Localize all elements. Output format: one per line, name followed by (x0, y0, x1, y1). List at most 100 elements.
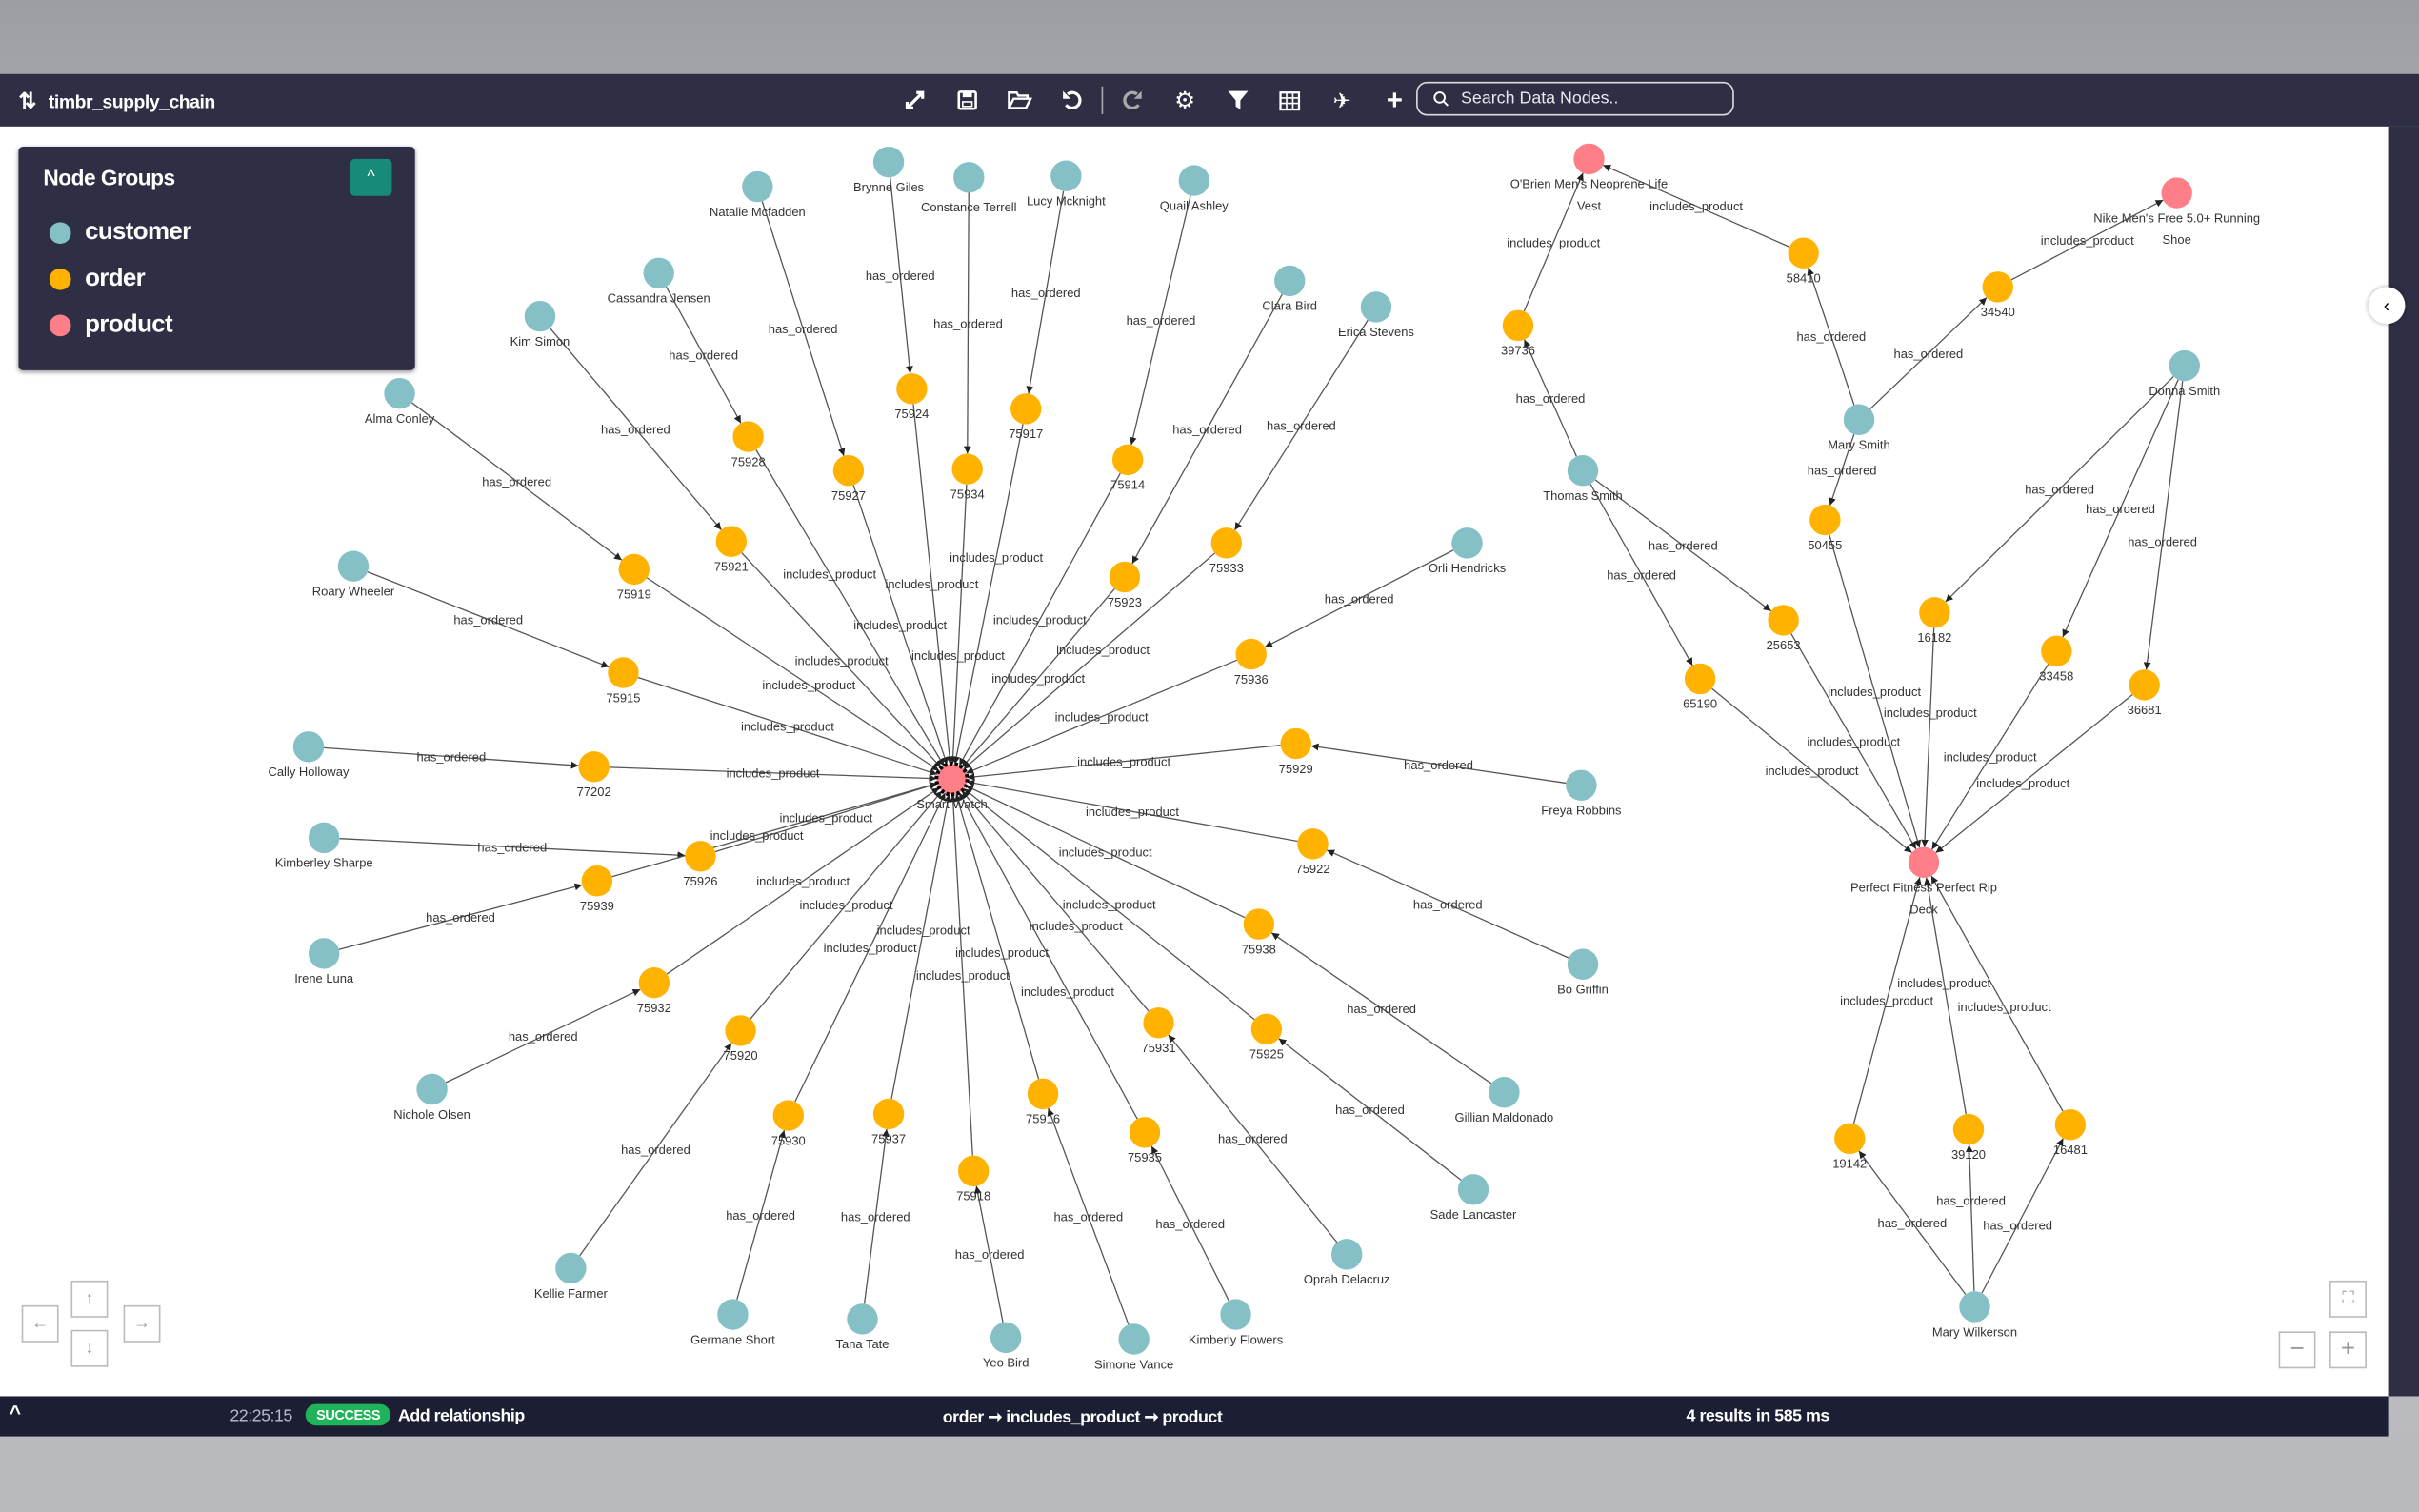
collapse-legend-button[interactable]: ^ (350, 158, 392, 196)
edge-has-ordered[interactable] (1310, 743, 1567, 785)
node-order[interactable]: 16182 (1917, 597, 1951, 645)
sync-icon[interactable]: ⇅ (18, 88, 36, 113)
fit-screen-button[interactable]: ⛶ (2329, 1280, 2367, 1318)
node-order[interactable]: 58410 (1787, 237, 1821, 286)
edge-includes-product[interactable] (1930, 875, 2064, 1112)
add-icon[interactable]: + (1386, 84, 1403, 115)
node-order[interactable]: 36681 (2128, 669, 2162, 717)
edge-includes-product[interactable] (963, 787, 1255, 1021)
node-order[interactable]: 65190 (1683, 663, 1717, 711)
customer-node-circle[interactable] (416, 1073, 448, 1105)
edge-has-ordered[interactable] (1327, 849, 1569, 959)
edge-includes-product[interactable] (852, 485, 949, 766)
legend-item-customer[interactable]: customer (49, 219, 191, 247)
order-node-circle[interactable] (638, 966, 670, 999)
node-customer[interactable]: Mary Smith (1828, 404, 1890, 452)
edge-has-ordered[interactable] (367, 571, 610, 668)
edge-includes-product[interactable] (1603, 164, 1790, 248)
node-order[interactable]: 75915 (606, 657, 640, 705)
edge-includes-product[interactable] (967, 779, 1298, 843)
order-node-circle[interactable] (872, 1098, 905, 1130)
customer-node-circle[interactable] (1489, 1077, 1520, 1108)
customer-node-circle[interactable] (2169, 349, 2200, 382)
customer-node-circle[interactable] (308, 938, 340, 969)
node-customer[interactable]: Natalie Mcfadden (710, 170, 806, 219)
customer-node-circle[interactable] (847, 1303, 878, 1335)
order-node-circle[interactable] (725, 1015, 756, 1046)
edge-includes-product[interactable] (1931, 664, 2049, 850)
edge-has-ordered[interactable] (1026, 190, 1065, 394)
edge-has-ordered[interactable] (736, 1129, 787, 1301)
order-node-circle[interactable] (896, 373, 928, 405)
pan-up-button[interactable]: ↑ (70, 1280, 109, 1318)
node-order[interactable]: 75925 (1249, 1013, 1284, 1062)
edge-includes-product[interactable] (1711, 687, 1912, 854)
edge-includes-product[interactable] (794, 792, 946, 1103)
edge-includes-product[interactable] (755, 449, 945, 766)
edge-has-ordered[interactable] (1981, 1138, 2064, 1294)
customer-node-circle[interactable] (1567, 455, 1599, 487)
node-order[interactable]: 75916 (1026, 1078, 1060, 1126)
node-customer[interactable]: Germane Short (690, 1299, 775, 1346)
node-customer[interactable]: Brynne Giles (853, 146, 925, 194)
node-customer[interactable]: Freya Robbins (1541, 769, 1622, 818)
node-order[interactable]: 25653 (1767, 605, 1801, 652)
node-order[interactable]: 33458 (2039, 635, 2073, 684)
edge-includes-product[interactable] (949, 794, 973, 1156)
order-node-circle[interactable] (1210, 527, 1243, 559)
node-customer[interactable]: Constance Terrell (921, 162, 1017, 214)
node-product[interactable]: Perfect Fitness Perfect Rip Deck (1850, 846, 1997, 917)
order-node-circle[interactable] (1788, 237, 1819, 269)
customer-node-circle[interactable] (990, 1322, 1022, 1354)
node-customer[interactable]: Orli Hendricks (1429, 527, 1507, 575)
node-order[interactable]: 16481 (2053, 1109, 2088, 1157)
node-customer[interactable]: Cally Holloway (269, 731, 350, 779)
order-node-circle[interactable] (1243, 908, 1275, 940)
edge-includes-product[interactable] (954, 793, 1040, 1080)
node-order[interactable]: 75929 (1279, 727, 1313, 776)
node-customer[interactable]: Lucy Mcknight (1027, 160, 1106, 209)
edge-includes-product[interactable] (2010, 199, 2164, 281)
product-node-circle[interactable] (1573, 143, 1605, 175)
edge-has-ordered[interactable] (2062, 379, 2179, 638)
node-customer[interactable]: Sade Lancaster (1430, 1174, 1517, 1222)
node-customer[interactable]: Bo Griffin (1557, 948, 1609, 997)
order-node-circle[interactable] (685, 841, 716, 872)
node-order[interactable]: 75934 (950, 453, 985, 501)
order-node-circle[interactable] (1502, 309, 1534, 342)
customer-node-circle[interactable] (1050, 160, 1082, 191)
order-node-circle[interactable] (1280, 727, 1311, 760)
node-customer[interactable]: Yeo Bird (983, 1322, 1029, 1370)
pan-down-button[interactable]: ↓ (70, 1329, 109, 1367)
order-node-circle[interactable] (1129, 1117, 1161, 1148)
settings-icon[interactable]: ⚙ (1174, 88, 1195, 114)
node-order[interactable]: 75920 (724, 1015, 758, 1063)
order-node-circle[interactable] (1919, 597, 1950, 628)
edge-includes-product[interactable] (637, 676, 938, 776)
zoom-out-button[interactable]: − (2278, 1331, 2316, 1369)
edge-includes-product[interactable] (949, 484, 968, 765)
redo-icon[interactable] (1106, 85, 1158, 115)
edge-has-ordered[interactable] (665, 286, 742, 424)
order-node-circle[interactable] (772, 1100, 804, 1131)
node-customer[interactable]: Cassandra Jensen (608, 257, 710, 306)
edge-has-ordered[interactable] (579, 1043, 732, 1257)
legend-item-product[interactable]: product (49, 311, 173, 339)
save-icon[interactable] (941, 85, 993, 115)
node-order[interactable]: 39736 (1501, 309, 1535, 358)
undo-icon[interactable] (1046, 85, 1098, 115)
node-order[interactable]: 75927 (831, 455, 866, 503)
edge-includes-product[interactable] (1790, 633, 1917, 850)
edge-has-ordered[interactable] (973, 1185, 1004, 1323)
customer-node-circle[interactable] (384, 377, 415, 409)
edge-has-ordered[interactable] (863, 1128, 890, 1304)
edge-has-ordered[interactable] (1264, 549, 1454, 648)
node-order[interactable]: 75921 (714, 526, 749, 574)
edge-has-ordered[interactable] (549, 328, 722, 530)
order-node-circle[interactable] (1109, 561, 1141, 593)
order-node-circle[interactable] (618, 553, 650, 586)
node-order[interactable]: 75938 (1242, 908, 1276, 956)
open-folder-icon[interactable] (993, 85, 1046, 115)
customer-node-circle[interactable] (643, 257, 674, 289)
customer-node-circle[interactable] (1118, 1323, 1150, 1355)
